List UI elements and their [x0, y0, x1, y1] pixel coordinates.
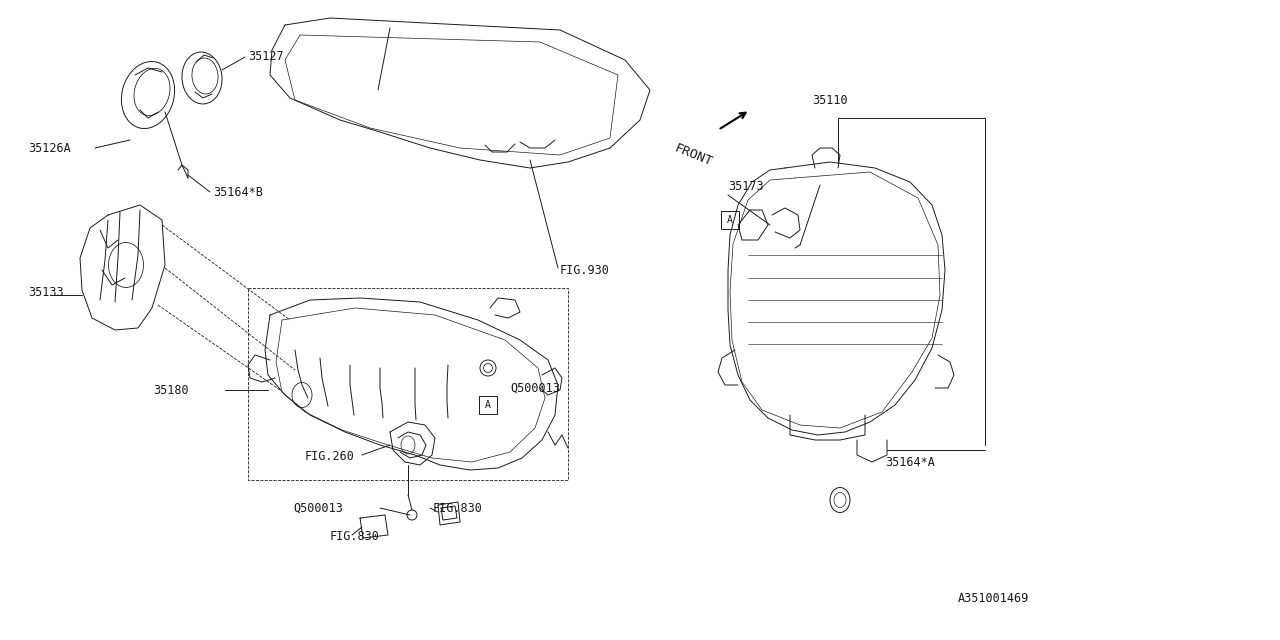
Text: A: A [727, 215, 733, 225]
Bar [479, 396, 497, 414]
Text: FRONT: FRONT [672, 142, 714, 169]
Text: 35110: 35110 [812, 93, 847, 106]
Text: FIG.830: FIG.830 [433, 502, 483, 515]
Bar [721, 211, 739, 229]
Text: 35133: 35133 [28, 287, 64, 300]
Text: 35180: 35180 [154, 383, 188, 397]
Text: 35127: 35127 [248, 51, 284, 63]
Text: A: A [485, 400, 492, 410]
Text: Q500013: Q500013 [293, 502, 343, 515]
Text: 35164*B: 35164*B [212, 186, 262, 200]
Text: FIG.260: FIG.260 [305, 451, 355, 463]
Text: 35126A: 35126A [28, 141, 70, 154]
Text: 35173: 35173 [728, 180, 764, 193]
Text: A351001469: A351001469 [957, 591, 1029, 605]
Text: FIG.930: FIG.930 [561, 264, 609, 276]
Text: FIG.830: FIG.830 [330, 531, 380, 543]
Text: 35164*A: 35164*A [884, 456, 934, 470]
Text: Q500013: Q500013 [509, 381, 559, 394]
